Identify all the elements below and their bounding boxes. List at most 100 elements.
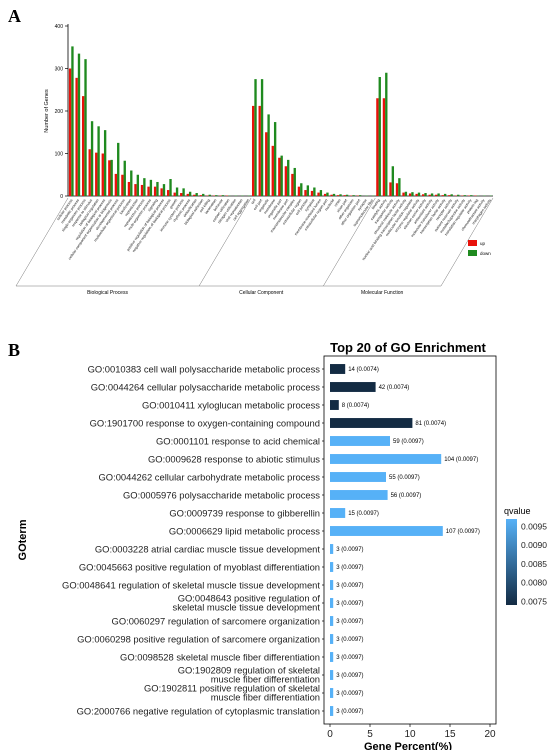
y-tick-label: 400: [55, 24, 64, 30]
group-divider: [323, 197, 376, 287]
bar-value-label: 55 (0.0097): [389, 475, 420, 481]
bar-value-label: 3 (0.0097): [336, 547, 363, 553]
bar-down: [130, 170, 133, 196]
bar-value-label: 14 (0.0074): [348, 367, 379, 373]
bar-up: [382, 98, 386, 196]
bar-up: [173, 192, 176, 196]
enrichment-bar: [330, 418, 413, 428]
category-label: symplast: [304, 198, 315, 212]
bar-down: [411, 192, 414, 196]
bar-value-label: 3 (0.0097): [336, 565, 363, 571]
bar-value-label: 3 (0.0097): [336, 673, 363, 679]
bar-down: [123, 160, 126, 196]
group-divider: [15, 197, 69, 287]
bar-up: [180, 193, 183, 196]
go-enrichment-chart: Top 20 of GO Enrichment GO:0010383 cell w…: [17, 340, 547, 750]
bar-up: [421, 194, 425, 196]
bar-up: [304, 190, 307, 196]
bar-down: [345, 194, 349, 196]
term-label: GO:0006629 lipid metabolic process: [169, 526, 320, 537]
bar-up: [114, 173, 118, 196]
colorbar-tick-label: 0.0095: [521, 521, 547, 531]
term-label: GO:1902809 regulation of skeletal: [178, 665, 320, 676]
bar-down: [391, 166, 395, 196]
bar-value-label: 3 (0.0097): [336, 619, 363, 625]
bar-up: [271, 145, 274, 196]
bar-down: [404, 191, 408, 196]
bar-up: [160, 188, 163, 196]
bar-up: [186, 193, 189, 196]
bar-down: [136, 174, 140, 196]
bar-down: [398, 178, 401, 196]
bar-down: [103, 130, 107, 196]
colorbar-tick-label: 0.0080: [521, 578, 547, 588]
bar-down: [143, 178, 146, 196]
enrichment-bar: [330, 472, 386, 482]
category-label: behavior: [213, 198, 225, 212]
colorbar-tick-label: 0.0085: [521, 559, 547, 569]
bar-down: [273, 122, 277, 196]
bar-up: [343, 195, 346, 196]
bar-value-label: 3 (0.0097): [336, 583, 363, 589]
bar-up: [415, 193, 418, 196]
bar-down: [470, 195, 473, 196]
bar-down: [117, 142, 120, 196]
bar-down: [358, 195, 362, 196]
bar-down: [378, 77, 381, 196]
term-label: GO:0005976 polysaccharide metabolic proc…: [123, 490, 320, 501]
term-label: GO:1901700 response to oxygen-containing…: [90, 418, 320, 429]
y-tick-label: 200: [55, 109, 64, 115]
bar-down: [417, 192, 421, 196]
bar-down: [77, 53, 81, 196]
bar-value-label: 104 (0.0097): [444, 457, 478, 463]
term-label: GO:0010411 xyloglucan metabolic process: [142, 400, 320, 411]
term-label: GO:0048643 positive regulation of: [178, 593, 321, 604]
bar-down: [215, 195, 218, 196]
bar-value-label: 59 (0.0097): [393, 439, 424, 445]
term-label: GO:0044264 cellular polysaccharide metab…: [91, 382, 321, 393]
enrichment-bar: [330, 382, 376, 392]
bar-down: [424, 193, 427, 196]
bar-down: [437, 193, 440, 196]
bar-down: [156, 181, 159, 196]
bar-up: [376, 98, 379, 196]
bar-up: [278, 157, 281, 196]
bar-up: [127, 181, 131, 196]
category-label: binding: [371, 198, 381, 210]
bar-value-label: 15 (0.0097): [348, 511, 379, 517]
category-label: synapse: [357, 198, 368, 211]
bar-down: [149, 179, 153, 196]
bar-down: [267, 114, 270, 196]
term-label: GO:2000766 negative regulation of cytopl…: [77, 706, 320, 717]
x-axis-label: Gene Percent(%): [364, 741, 452, 750]
bar-down: [221, 195, 225, 196]
term-label: GO:0010383 cell wall polysaccharide meta…: [88, 364, 321, 375]
term-label: GO:0060298 positive regulation of sarcom…: [77, 634, 320, 645]
enrichment-bar: [330, 634, 334, 644]
enrichment-bar: [330, 490, 388, 500]
bar-down: [202, 193, 205, 196]
group-label: Biological Process: [87, 290, 128, 296]
bar-down: [162, 184, 166, 196]
bar-up: [108, 160, 111, 196]
y-axis-label: Number of Genes: [44, 89, 50, 133]
category-label: cell part: [253, 198, 264, 211]
bar-up: [297, 186, 301, 196]
panel-b-letter: B: [8, 340, 21, 360]
enrichment-bar: [330, 598, 334, 608]
term-label: GO:0048641 regulation of skeletal muscle…: [62, 580, 320, 591]
bar-down: [254, 79, 257, 196]
bar-up: [121, 174, 124, 196]
enrichment-bar: [330, 706, 334, 716]
bar-down: [188, 191, 192, 196]
bar-down: [293, 167, 296, 196]
bar-up: [395, 183, 399, 196]
bar-up: [75, 77, 78, 196]
bar-value-label: 3 (0.0097): [336, 655, 363, 661]
bar-down: [208, 194, 211, 196]
bar-down: [463, 195, 466, 196]
bar-up: [101, 153, 104, 196]
bar-down: [306, 185, 310, 196]
bar-value-label: 3 (0.0097): [336, 691, 363, 697]
bar-down: [457, 194, 460, 196]
